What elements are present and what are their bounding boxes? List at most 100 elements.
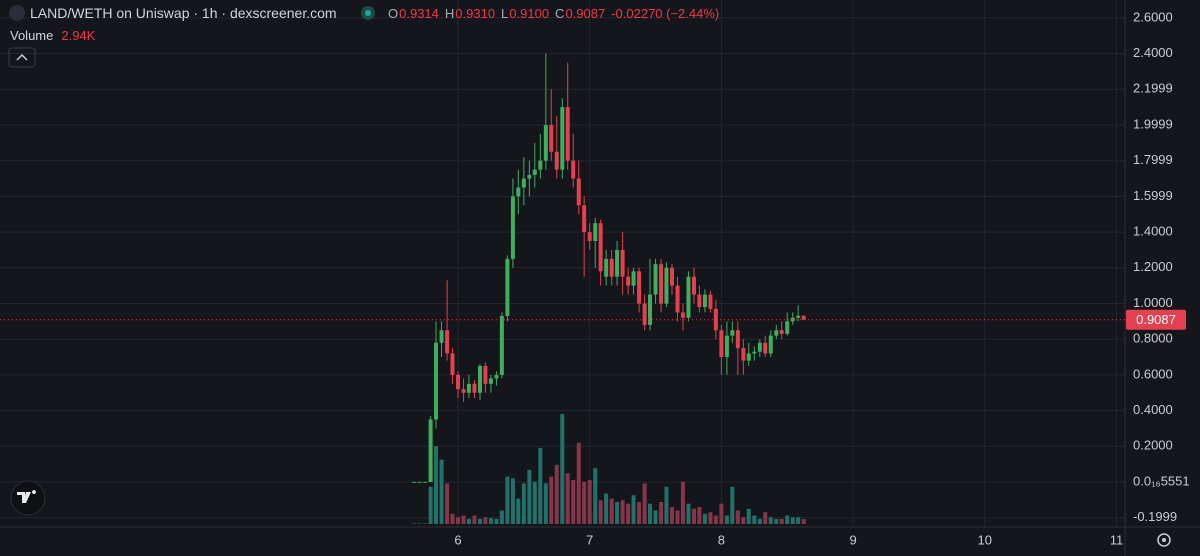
volume-bar — [483, 517, 488, 524]
candle-body — [445, 330, 450, 354]
candle-body — [637, 271, 642, 304]
y-tick-label: 1.2000 — [1133, 259, 1173, 274]
volume-bar — [730, 486, 735, 524]
volume-bar — [708, 512, 713, 524]
volume-bar — [582, 481, 587, 524]
volume-bar — [669, 507, 674, 524]
candle-body — [653, 264, 658, 295]
volume-bar — [587, 480, 592, 524]
volume-bar — [549, 476, 554, 524]
volume-bar — [659, 502, 664, 524]
x-tick-label: 6 — [454, 532, 461, 547]
candle-body — [664, 267, 669, 304]
y-tick-label: 1.9999 — [1133, 116, 1173, 131]
volume-bar — [631, 495, 636, 524]
volume-bar — [428, 486, 433, 524]
volume-bar — [620, 500, 625, 524]
candle-body — [735, 330, 740, 349]
volume-value: 2.94K — [61, 27, 96, 43]
candle-body — [439, 330, 444, 343]
candle-body — [631, 271, 636, 286]
volume-bar — [779, 518, 784, 524]
volume-bar — [510, 478, 515, 524]
candle-body — [659, 264, 664, 304]
y-tick-label: 1.7999 — [1133, 152, 1173, 167]
ohlc-label: H — [444, 5, 455, 21]
candle-body — [620, 249, 625, 277]
volume-legend: Volume 2.94K — [10, 22, 98, 48]
volume-bar — [593, 468, 598, 524]
x-tick-label: 10 — [978, 532, 992, 547]
y-tick-label: 0.0₁₆5551 — [1133, 473, 1190, 488]
candle-body — [477, 365, 482, 393]
volume-bar — [680, 481, 685, 524]
y-tick-label: 0.4000 — [1133, 402, 1173, 417]
candle-body — [456, 374, 461, 390]
candle-body — [417, 481, 422, 483]
candle-body — [691, 276, 696, 295]
volume-bar — [757, 518, 762, 524]
candle-body — [763, 342, 768, 354]
candle-body — [576, 178, 581, 206]
volume-bar — [417, 523, 422, 524]
candle-body — [686, 276, 691, 318]
candle-body — [412, 481, 417, 483]
volume-bar — [719, 503, 724, 524]
ohlc-label: C — [555, 5, 565, 21]
volume-bar — [752, 515, 757, 524]
candle-body — [472, 383, 477, 393]
candle-body — [510, 196, 515, 259]
price-change: -0.02270 (−2.44%) — [611, 5, 720, 21]
y-tick-label: 2.4000 — [1133, 45, 1173, 60]
volume-bar — [494, 518, 499, 524]
y-tick-label: 2.1999 — [1133, 81, 1173, 96]
settings-button[interactable] — [1157, 533, 1171, 547]
volume-bar — [472, 515, 477, 524]
y-tick-label: 2.6000 — [1133, 9, 1173, 24]
collapse-button[interactable] — [8, 47, 36, 68]
volume-bar — [697, 507, 702, 524]
y-tick-label: 1.0000 — [1133, 295, 1173, 310]
volume-bar — [461, 515, 466, 524]
ohlc-value: 0.9100 — [509, 5, 550, 21]
x-tick-label: 8 — [718, 532, 725, 547]
token-icon — [9, 5, 25, 21]
candle-body — [554, 151, 559, 170]
y-tick-label: 0.2000 — [1133, 438, 1173, 453]
candle-body — [499, 315, 504, 375]
volume-bar — [702, 513, 707, 524]
volume-bar — [477, 518, 482, 524]
candle-body — [505, 258, 510, 316]
volume-bar — [642, 483, 647, 524]
ohlc-value: 0.9310 — [455, 5, 496, 21]
volume-bar — [637, 502, 642, 524]
candle-body — [774, 330, 779, 336]
volume-bar — [763, 512, 768, 524]
candle-body — [461, 389, 466, 393]
candle-body — [801, 315, 806, 320]
candle-body — [741, 348, 746, 361]
volume-bar — [598, 500, 603, 524]
ohlc-value: 0.9087 — [565, 5, 606, 21]
candle-body — [527, 174, 532, 179]
candle-body — [626, 276, 631, 286]
volume-bar — [499, 510, 504, 524]
volume-bar — [796, 517, 801, 524]
last-price-tag — [1126, 309, 1186, 330]
volume-bar — [560, 414, 565, 524]
candle-body — [560, 107, 565, 170]
volume-bar — [571, 480, 576, 524]
candle-body — [675, 285, 680, 313]
candle-body — [571, 160, 576, 179]
candle-body — [697, 294, 702, 308]
ohlc-label: L — [501, 5, 509, 21]
volume-bar — [609, 498, 614, 524]
candle-body — [423, 481, 428, 483]
ohlc-value: 0.9314 — [399, 5, 439, 21]
volume-bar — [505, 476, 510, 524]
volume-bar — [615, 502, 620, 524]
candle-body — [587, 232, 592, 242]
volume-bar — [439, 459, 444, 524]
volume-bar — [538, 447, 543, 524]
